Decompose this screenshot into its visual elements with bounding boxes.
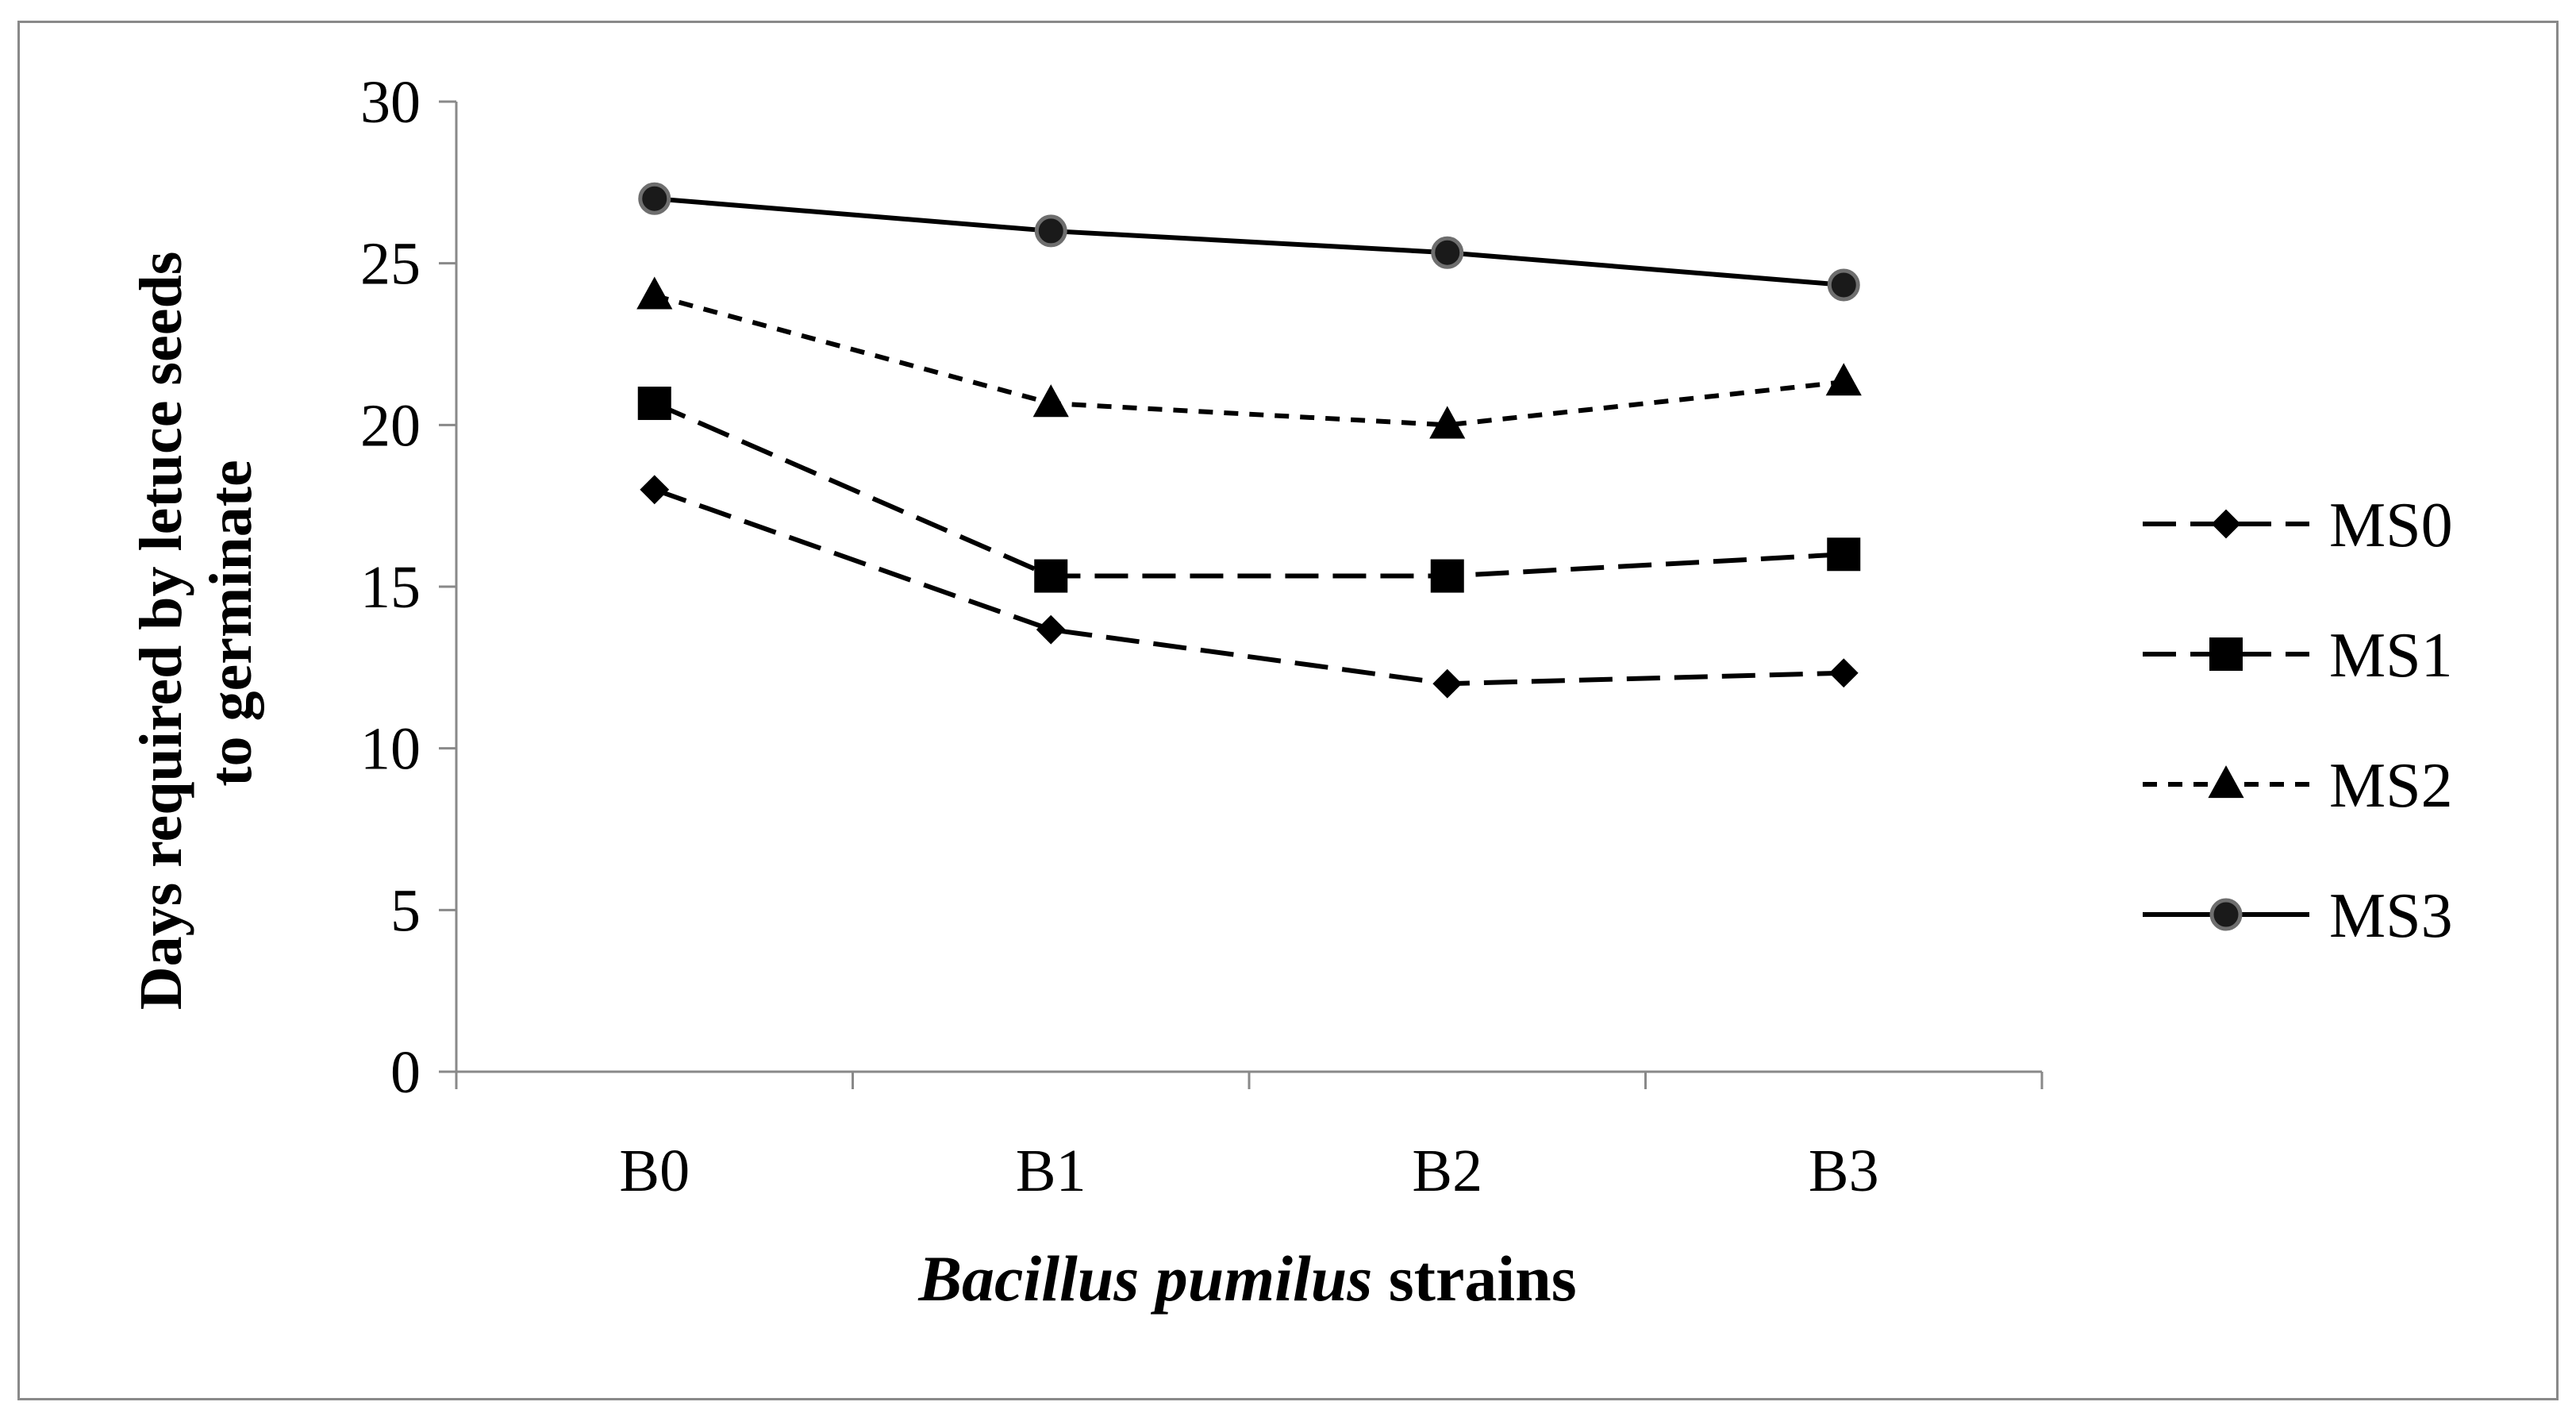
x-axis-label: Bacillus pumilus strains <box>917 1242 1576 1315</box>
data-point-circle <box>1827 268 1860 302</box>
legend-label: MS0 <box>2329 491 2453 560</box>
legend-item-ms0: MS0 <box>2143 491 2453 560</box>
legend-marker-triangle <box>2208 765 2244 799</box>
legend: MS0 MS1 MS2 MS3 <box>2143 491 2453 951</box>
data-point-circle <box>638 182 671 215</box>
data-point-square <box>1430 559 1464 593</box>
y-axis-label-line-1: Days required by letuce seeds <box>128 252 194 1011</box>
x-tick-label: B1 <box>1016 1138 1086 1204</box>
data-point-square <box>637 387 671 421</box>
data-point-diamond <box>1828 658 1859 688</box>
y-tick-label: 5 <box>390 877 421 944</box>
y-tick-label: 25 <box>360 231 421 298</box>
legend-label: MS2 <box>2329 751 2453 821</box>
y-tick-label: 10 <box>360 716 421 783</box>
legend-item-ms2: MS2 <box>2143 751 2453 821</box>
data-point-triangle <box>1429 406 1466 439</box>
data-point-square <box>1034 559 1068 593</box>
legend-label: MS3 <box>2329 881 2453 951</box>
data-point-circle <box>1034 214 1067 248</box>
y-tick-label: 30 <box>360 69 421 136</box>
series-ms3 <box>638 182 1860 302</box>
x-axis-label-suffix: strains <box>1372 1242 1576 1315</box>
chart-frame <box>17 21 2559 1400</box>
y-axis-label-line-2: to germinate <box>198 460 264 787</box>
legend-item-ms1: MS1 <box>2143 621 2453 691</box>
legend-marker-circle <box>2209 898 2243 931</box>
data-point-diamond <box>640 475 670 505</box>
legend-marker-diamond <box>2211 509 2241 539</box>
y-axis-ticks: 0 5 10 15 20 25 30 <box>360 69 456 1106</box>
data-point-diamond <box>1036 614 1066 645</box>
series-line <box>654 196 1844 287</box>
legend-label: MS1 <box>2329 621 2453 691</box>
legend-item-ms3: MS3 <box>2143 881 2453 951</box>
data-point-circle <box>1431 236 1464 269</box>
series-line <box>653 293 1844 428</box>
series-ms2 <box>636 276 1862 439</box>
x-axis-label-species: Bacillus pumilus <box>917 1242 1372 1315</box>
x-axis-ticks: B0 B1 B2 B3 <box>455 1072 2043 1204</box>
y-axis-label: Days required by letuce seeds to germina… <box>128 237 264 1011</box>
axes <box>455 102 2042 1073</box>
data-point-diamond <box>1432 668 1463 699</box>
series-line <box>653 401 1844 579</box>
series-line <box>653 487 1844 687</box>
data-point-triangle <box>1825 363 1862 396</box>
series-ms1 <box>637 387 1861 593</box>
y-tick-label: 20 <box>360 392 421 459</box>
series-ms0 <box>640 475 1859 699</box>
data-point-triangle <box>1032 384 1069 418</box>
data-point-square <box>1827 537 1861 572</box>
x-tick-label: B2 <box>1412 1138 1482 1204</box>
series-layer <box>636 182 1862 699</box>
legend-marker-square <box>2209 637 2243 671</box>
y-tick-label: 15 <box>360 554 421 621</box>
x-tick-label: B3 <box>1809 1138 1879 1204</box>
x-tick-label: B0 <box>619 1138 690 1204</box>
y-tick-label: 0 <box>390 1039 421 1106</box>
data-point-triangle <box>636 276 673 310</box>
